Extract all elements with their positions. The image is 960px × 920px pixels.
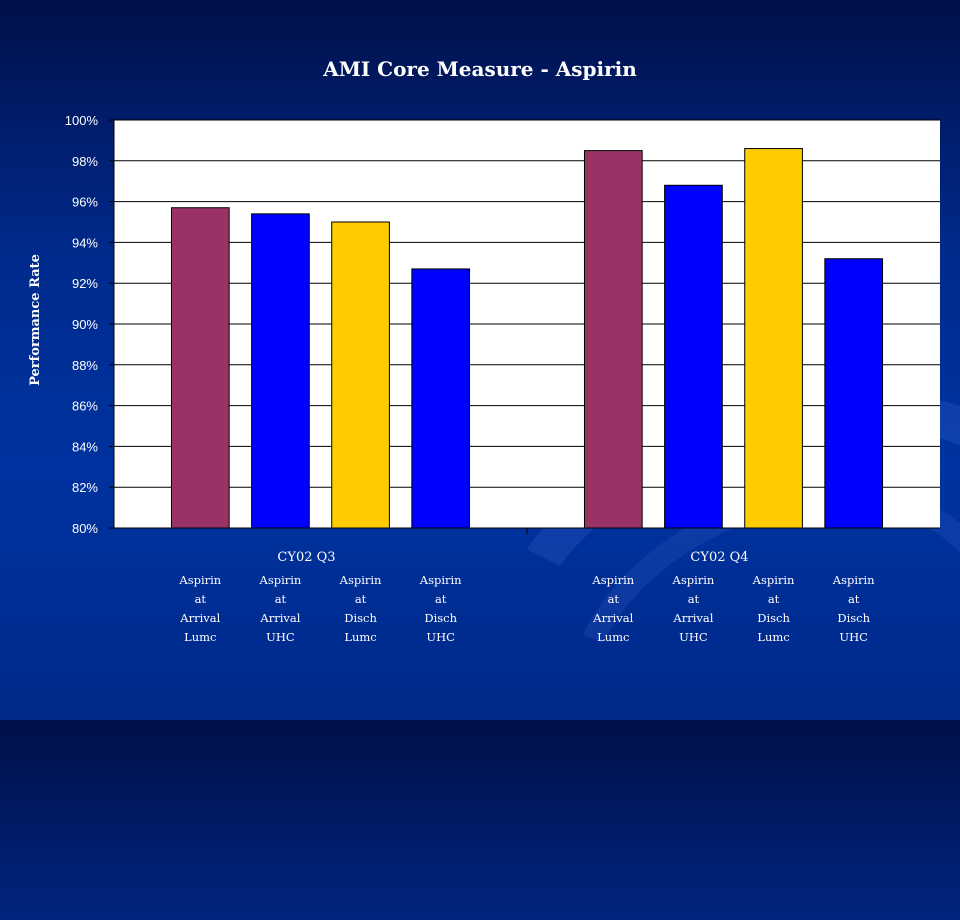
category-label: Disch: [424, 611, 457, 625]
category-label: UHC: [266, 630, 295, 644]
y-tick-label: 94%: [72, 235, 98, 250]
y-tick-label: 82%: [72, 480, 98, 495]
group-label: CY02 Q4: [690, 550, 748, 565]
bar: [170, 207, 230, 529]
y-axis-label: Performance Rate: [28, 254, 43, 386]
bar: [664, 184, 723, 529]
category-label: Lumc: [344, 630, 376, 644]
x-axis-labels: Aspirin at Arrival Lumc Aspirin at Arrival UHC A…: [178, 550, 875, 644]
category-label: Aspirin: [419, 573, 462, 587]
bar: [411, 268, 471, 529]
y-tick-label: 96%: [72, 195, 98, 210]
category-label: Aspirin: [832, 573, 875, 587]
category-label: at: [355, 592, 367, 606]
category-label: UHC: [679, 630, 708, 644]
bar: [251, 213, 310, 529]
category-label: at: [848, 592, 860, 606]
category-label: UHC: [839, 630, 868, 644]
category-label: Aspirin: [178, 573, 221, 587]
y-tick-label: 100%: [65, 113, 99, 128]
category-label: Arrival: [592, 611, 633, 625]
bars: [170, 148, 884, 529]
y-axis-ticks: 80% 82% 84% 86% 88% 90% 92% 94% 96% 98% 100%: [65, 113, 99, 536]
category-label: at: [195, 592, 207, 606]
y-tick-label: 92%: [72, 276, 98, 291]
category-label: Disch: [344, 611, 377, 625]
y-tick-label: 90%: [72, 317, 98, 332]
chart-title: AMI Core Measure - Aspirin: [322, 57, 637, 81]
group-label: CY02 Q3: [277, 550, 335, 565]
category-label: at: [688, 592, 700, 606]
category-label: Lumc: [184, 630, 216, 644]
category-label: Disch: [837, 611, 870, 625]
category-label: Aspirin: [259, 573, 302, 587]
category-label: Lumc: [757, 630, 789, 644]
category-label: at: [608, 592, 620, 606]
category-label: Disch: [757, 611, 790, 625]
category-label: Aspirin: [591, 573, 634, 587]
category-label: Aspirin: [752, 573, 795, 587]
y-tick-label: 98%: [72, 154, 98, 169]
bar: [744, 148, 803, 529]
bar: [331, 221, 390, 529]
y-tick-label: 84%: [72, 439, 98, 454]
category-label: Aspirin: [339, 573, 382, 587]
category-label: at: [435, 592, 447, 606]
y-tick-label: 80%: [72, 521, 98, 536]
category-label: at: [768, 592, 780, 606]
category-label: UHC: [426, 630, 455, 644]
bar: [824, 258, 884, 529]
category-label: Arrival: [179, 611, 220, 625]
category-label: Arrival: [259, 611, 300, 625]
category-label: Arrival: [672, 611, 713, 625]
y-tick-label: 88%: [72, 358, 98, 373]
bar-chart: AMI Core Measure - Aspirin 80%82%84%86%8…: [28, 57, 940, 644]
category-label: at: [275, 592, 287, 606]
category-label: Lumc: [597, 630, 629, 644]
y-tick-label: 86%: [72, 399, 98, 414]
bar: [583, 150, 643, 529]
category-label: Aspirin: [672, 573, 715, 587]
